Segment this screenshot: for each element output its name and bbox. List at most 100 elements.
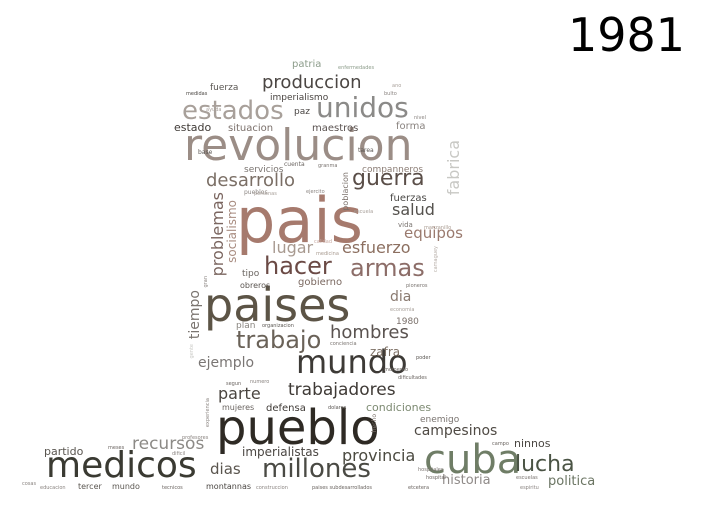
word: ninnos — [514, 437, 551, 450]
word: condiciones — [366, 401, 432, 414]
word: socialismo — [225, 200, 239, 263]
word: ayuda — [206, 107, 222, 113]
word: pais — [236, 184, 363, 257]
word: tecnicos — [162, 485, 183, 491]
word: medicina — [316, 251, 339, 257]
word: economia — [390, 307, 415, 313]
word: salud — [392, 200, 435, 219]
word: lugar — [272, 238, 314, 257]
year-label: 1981 — [568, 8, 686, 62]
word: pueblo — [216, 400, 380, 456]
word: campo — [492, 441, 509, 447]
word: revolucion — [184, 120, 413, 171]
word: desarrollo — [206, 170, 296, 191]
word: profesores — [182, 435, 209, 441]
word: manzanillo — [424, 225, 452, 231]
word: plan — [236, 321, 256, 331]
word: estado — [174, 121, 212, 134]
word: nivel — [414, 115, 426, 121]
word: imperialistas — [242, 445, 319, 459]
word: parte — [218, 384, 261, 403]
word: pioneros — [406, 283, 428, 289]
word: problemas — [208, 192, 227, 277]
word: numero — [250, 379, 270, 385]
word: provincia — [342, 446, 416, 465]
word: fuerzas — [390, 193, 427, 204]
word: unidos — [316, 91, 409, 124]
word: trabajadores — [288, 380, 396, 400]
word: medicos — [46, 445, 197, 486]
word: tipo — [242, 269, 260, 279]
word: hospital — [426, 475, 446, 481]
word: 1980 — [396, 317, 419, 327]
word: gran — [203, 276, 209, 288]
word: tercer — [78, 482, 102, 491]
word: granma — [318, 163, 338, 169]
word: forma — [396, 121, 426, 132]
word: escuela — [354, 209, 374, 215]
word: cosas — [22, 481, 37, 487]
word: enfermedades — [338, 65, 375, 71]
word: calidad — [314, 239, 333, 245]
word: vida — [398, 221, 413, 229]
word: mundo — [296, 343, 408, 381]
word: politica — [548, 474, 596, 489]
word: partido — [44, 445, 84, 458]
word: produccion — [262, 72, 362, 93]
word: dificil — [172, 451, 186, 457]
word: hospitales — [418, 467, 444, 473]
word: fabrica — [444, 140, 463, 196]
word: maestros — [312, 123, 359, 134]
word: historia — [442, 473, 491, 488]
word: obreros — [240, 281, 271, 290]
word: hombres — [330, 322, 409, 343]
word: cuba — [424, 437, 522, 483]
word: ano — [392, 83, 402, 89]
word: lucha — [515, 452, 575, 477]
word: trabajo — [236, 326, 322, 354]
word: dias — [210, 460, 241, 478]
word: medidas — [186, 91, 208, 97]
word: personas — [254, 191, 277, 197]
word: defensa — [266, 403, 306, 414]
word: conciencia — [330, 341, 357, 347]
word: guerra — [352, 166, 425, 191]
word: poblacion — [341, 172, 350, 211]
word: dificultades — [398, 375, 427, 381]
word: servicios — [244, 165, 284, 175]
word: segun — [226, 381, 242, 387]
word: recursos — [132, 434, 205, 454]
word: paises — [204, 278, 351, 332]
word: enemigo — [420, 415, 460, 425]
word: dia — [390, 289, 412, 305]
word: zafra — [370, 345, 401, 359]
word: paz — [294, 107, 310, 117]
word: situacion — [228, 123, 274, 134]
word: armas — [350, 254, 425, 282]
word: espiritu — [520, 485, 539, 491]
word: esfuerzo — [342, 238, 411, 257]
word: campesinos — [414, 423, 498, 439]
word: escuelas — [516, 475, 538, 481]
word: pueblos — [244, 189, 268, 196]
word: gobierno — [298, 277, 343, 288]
word: construccion — [256, 485, 288, 491]
word: fuerza — [210, 83, 239, 93]
word: mundo — [112, 482, 140, 491]
word: experiencia — [205, 398, 211, 428]
word: momento — [384, 367, 409, 373]
word: ejemplo — [198, 355, 255, 371]
word: camaguey — [433, 246, 439, 273]
word: imperialismo — [270, 93, 329, 103]
word: millones — [262, 454, 371, 484]
word: companneros — [362, 165, 424, 175]
word: ejercito — [306, 189, 325, 195]
word: dolares — [328, 405, 347, 411]
word: hacer — [264, 252, 332, 280]
word: estados — [182, 96, 284, 126]
word: organizacion — [262, 323, 294, 329]
word: etcetera — [408, 485, 430, 491]
word: patria — [292, 59, 322, 70]
word: meses — [108, 445, 125, 451]
